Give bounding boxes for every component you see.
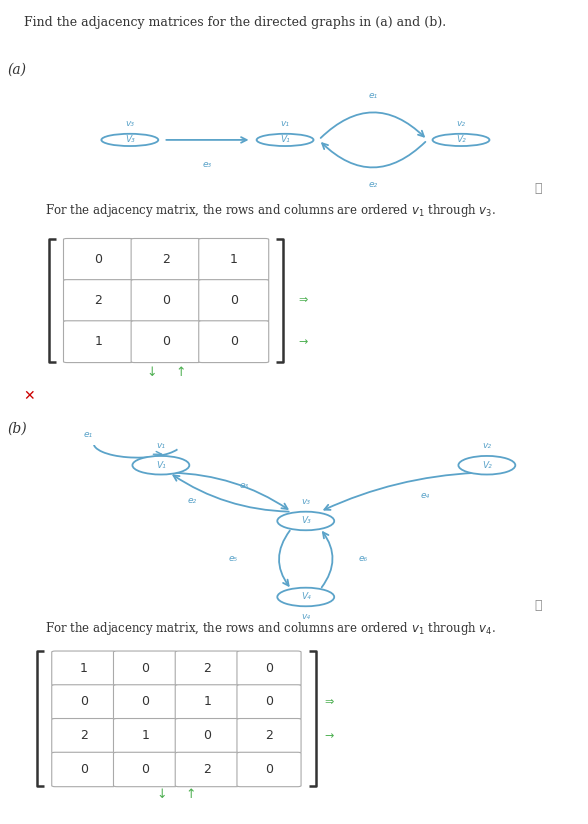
Text: 1: 1: [230, 253, 238, 266]
Text: v₁: v₁: [156, 442, 165, 450]
Circle shape: [278, 512, 334, 531]
Text: 2: 2: [95, 294, 102, 307]
Text: e₅: e₅: [229, 554, 238, 563]
Text: ⓘ: ⓘ: [535, 182, 542, 195]
FancyBboxPatch shape: [131, 238, 201, 280]
Text: 0: 0: [230, 294, 238, 307]
Circle shape: [433, 133, 489, 146]
Text: e₂: e₂: [369, 180, 377, 189]
Text: 0: 0: [203, 729, 211, 742]
FancyBboxPatch shape: [237, 752, 301, 787]
Text: (b): (b): [7, 422, 26, 435]
Text: 0: 0: [80, 695, 88, 709]
Text: e₂: e₂: [188, 496, 196, 505]
Text: 1: 1: [142, 729, 149, 742]
Text: ↑: ↑: [186, 789, 196, 802]
FancyBboxPatch shape: [131, 279, 201, 321]
Text: For the adjacency matrix, the rows and columns are ordered $v_1$ through $v_4$.: For the adjacency matrix, the rows and c…: [45, 620, 496, 637]
FancyBboxPatch shape: [52, 651, 116, 686]
Text: 0: 0: [162, 294, 170, 307]
FancyBboxPatch shape: [237, 685, 301, 719]
Text: v₂: v₂: [456, 119, 466, 129]
Text: ↓: ↓: [146, 367, 156, 379]
Text: V₁: V₁: [156, 461, 166, 470]
FancyBboxPatch shape: [237, 719, 301, 753]
Text: 0: 0: [142, 662, 149, 675]
Text: 0: 0: [142, 763, 149, 776]
Text: 0: 0: [162, 335, 170, 349]
Circle shape: [101, 133, 158, 146]
Text: e₄: e₄: [420, 491, 429, 500]
Text: 2: 2: [203, 662, 211, 675]
FancyBboxPatch shape: [199, 238, 269, 280]
Circle shape: [278, 588, 334, 606]
Text: ⇒: ⇒: [325, 697, 334, 707]
Text: 2: 2: [203, 763, 211, 776]
Circle shape: [132, 456, 189, 475]
Text: Find the adjacency matrices for the directed graphs in (a) and (b).: Find the adjacency matrices for the dire…: [24, 16, 446, 29]
FancyBboxPatch shape: [113, 719, 178, 753]
Text: v₄: v₄: [301, 612, 310, 621]
FancyBboxPatch shape: [113, 685, 178, 719]
FancyBboxPatch shape: [52, 685, 116, 719]
Text: 1: 1: [203, 695, 211, 709]
Text: 1: 1: [95, 335, 102, 349]
Text: e₁: e₁: [84, 430, 93, 439]
Text: V₄: V₄: [301, 592, 310, 602]
FancyBboxPatch shape: [175, 651, 239, 686]
Text: v₃: v₃: [301, 497, 310, 506]
Text: ✕: ✕: [24, 389, 35, 402]
FancyBboxPatch shape: [175, 752, 239, 787]
Text: v₂: v₂: [482, 442, 492, 450]
Text: ↑: ↑: [176, 367, 186, 379]
Circle shape: [256, 133, 313, 146]
Text: v₃: v₃: [125, 119, 134, 129]
FancyBboxPatch shape: [113, 752, 178, 787]
Text: 2: 2: [162, 253, 170, 266]
FancyBboxPatch shape: [175, 719, 239, 753]
Text: For the adjacency matrix, the rows and columns are ordered $v_1$ through $v_3$.: For the adjacency matrix, the rows and c…: [45, 203, 496, 219]
Text: e₆: e₆: [358, 554, 368, 563]
FancyBboxPatch shape: [64, 238, 133, 280]
Text: 0: 0: [80, 763, 88, 776]
Text: 2: 2: [265, 729, 273, 742]
Text: 1: 1: [80, 662, 88, 675]
Text: 0: 0: [265, 695, 273, 709]
Text: (a): (a): [7, 63, 26, 77]
Text: V₃: V₃: [301, 517, 310, 526]
Text: v₁: v₁: [280, 119, 289, 129]
FancyBboxPatch shape: [175, 685, 239, 719]
Text: V₂: V₂: [482, 461, 492, 470]
Text: V₃: V₃: [125, 135, 135, 144]
Text: 2: 2: [80, 729, 88, 742]
FancyBboxPatch shape: [52, 752, 116, 787]
Text: 0: 0: [265, 763, 273, 776]
Text: →: →: [298, 337, 308, 347]
Text: 0: 0: [95, 253, 102, 266]
Circle shape: [459, 456, 515, 475]
Text: ⓘ: ⓘ: [535, 599, 542, 612]
FancyBboxPatch shape: [131, 321, 201, 363]
Text: →: →: [325, 731, 334, 741]
Text: 0: 0: [230, 335, 238, 349]
Text: e₃: e₃: [203, 160, 212, 169]
Text: V₂: V₂: [456, 135, 466, 144]
Text: ↓: ↓: [156, 789, 167, 802]
Text: 0: 0: [265, 662, 273, 675]
FancyBboxPatch shape: [64, 279, 133, 321]
FancyBboxPatch shape: [113, 651, 178, 686]
FancyBboxPatch shape: [52, 719, 116, 753]
FancyBboxPatch shape: [199, 279, 269, 321]
FancyBboxPatch shape: [237, 651, 301, 686]
Text: V₁: V₁: [280, 135, 290, 144]
Text: ⇒: ⇒: [298, 296, 308, 306]
FancyBboxPatch shape: [199, 321, 269, 363]
Text: e₁: e₁: [369, 91, 377, 100]
Text: 0: 0: [142, 695, 149, 709]
FancyBboxPatch shape: [64, 321, 133, 363]
Text: e₃: e₃: [239, 481, 248, 490]
